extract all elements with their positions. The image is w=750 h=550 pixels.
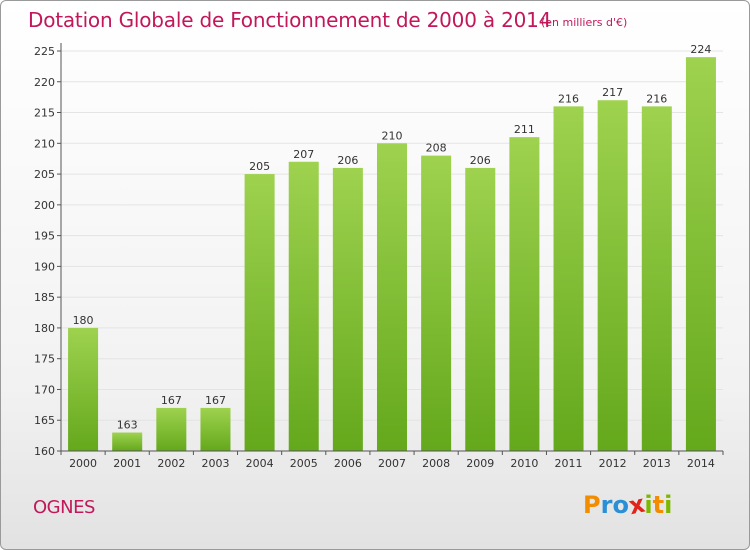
x-tick-label: 2002: [157, 457, 185, 470]
value-label: 224: [690, 43, 711, 56]
value-label: 167: [161, 394, 182, 407]
y-tick-label: 195: [34, 230, 55, 243]
bar-2012: [597, 100, 628, 451]
logo-letter: r: [600, 491, 613, 519]
bar-2002: [156, 407, 187, 451]
x-tick-label: 2008: [422, 457, 450, 470]
logo-letter: o: [612, 491, 629, 519]
value-label: 207: [293, 148, 314, 161]
value-label: 210: [382, 129, 403, 142]
town-name: OGNES: [33, 497, 95, 518]
bars: [68, 57, 716, 452]
bar-2010: [509, 137, 540, 451]
value-label: 163: [117, 419, 138, 432]
y-tick-label: 165: [34, 414, 55, 427]
y-tick-label: 205: [34, 168, 55, 181]
bar-2005: [288, 161, 319, 451]
x-tick-label: 2010: [510, 457, 538, 470]
bar-2014: [685, 57, 716, 452]
value-label: 180: [73, 314, 94, 327]
y-tick-label: 175: [34, 353, 55, 366]
value-labels: 180 163 167 167 205 207 206 210 208 206 211 216 217 2…: [73, 43, 712, 431]
x-tick-label: 2001: [113, 457, 141, 470]
chart-unit-note: (en milliers d'€): [541, 16, 628, 29]
bar-2006: [332, 167, 363, 451]
x-tick-label: 2005: [290, 457, 318, 470]
y-tick-label: 210: [34, 137, 55, 150]
x-tick-label: 2003: [201, 457, 229, 470]
y-tick-label: 170: [34, 383, 55, 396]
proxiti-logo[interactable]: Proxiti: [583, 490, 673, 521]
value-label: 208: [426, 142, 447, 155]
logo-letter: i: [644, 491, 653, 519]
y-tick-label: 220: [34, 76, 55, 89]
value-label: 167: [205, 394, 226, 407]
bar-2009: [465, 167, 496, 451]
bar-2008: [421, 155, 452, 451]
bar-2000: [68, 327, 99, 451]
y-tick-label: 190: [34, 260, 55, 273]
x-tick-label: 2000: [69, 457, 97, 470]
y-tick-label: 225: [34, 45, 55, 58]
axes: 160 165 170 175 180 185 190 195 200 205 210 215 220 2…: [34, 43, 724, 470]
value-label: 206: [470, 154, 491, 167]
value-label: 217: [602, 86, 623, 99]
logo-letter: t: [652, 491, 665, 519]
y-tick-label: 185: [34, 291, 55, 304]
bar-2013: [641, 106, 672, 451]
y-tick-label: 160: [34, 445, 55, 458]
x-tick-label: 2012: [599, 457, 627, 470]
x-tick-label: 2011: [555, 457, 583, 470]
x-tick-label: 2004: [246, 457, 274, 470]
bar-2004: [244, 174, 275, 452]
value-label: 216: [558, 92, 579, 105]
value-label: 205: [249, 160, 270, 173]
bar-2007: [376, 143, 408, 452]
bar-2001: [112, 432, 143, 451]
logo-letter: P: [583, 491, 601, 519]
chart-title: Dotation Globale de Fonctionnement de 20…: [28, 8, 552, 32]
y-tick-label: 200: [34, 199, 55, 212]
x-tick-label: 2014: [687, 457, 715, 470]
x-tick-label: 2009: [466, 457, 494, 470]
logo-letter: i: [664, 491, 673, 519]
value-label: 216: [646, 92, 667, 105]
value-label: 206: [337, 154, 358, 167]
x-tick-label: 2007: [378, 457, 406, 470]
x-tick-label: 2013: [643, 457, 671, 470]
value-label: 211: [514, 123, 535, 136]
y-tick-label: 180: [34, 322, 55, 335]
bar-2011: [553, 106, 584, 451]
x-tick-label: 2006: [334, 457, 362, 470]
bar-2003: [200, 407, 231, 451]
y-tick-label: 215: [34, 107, 55, 120]
